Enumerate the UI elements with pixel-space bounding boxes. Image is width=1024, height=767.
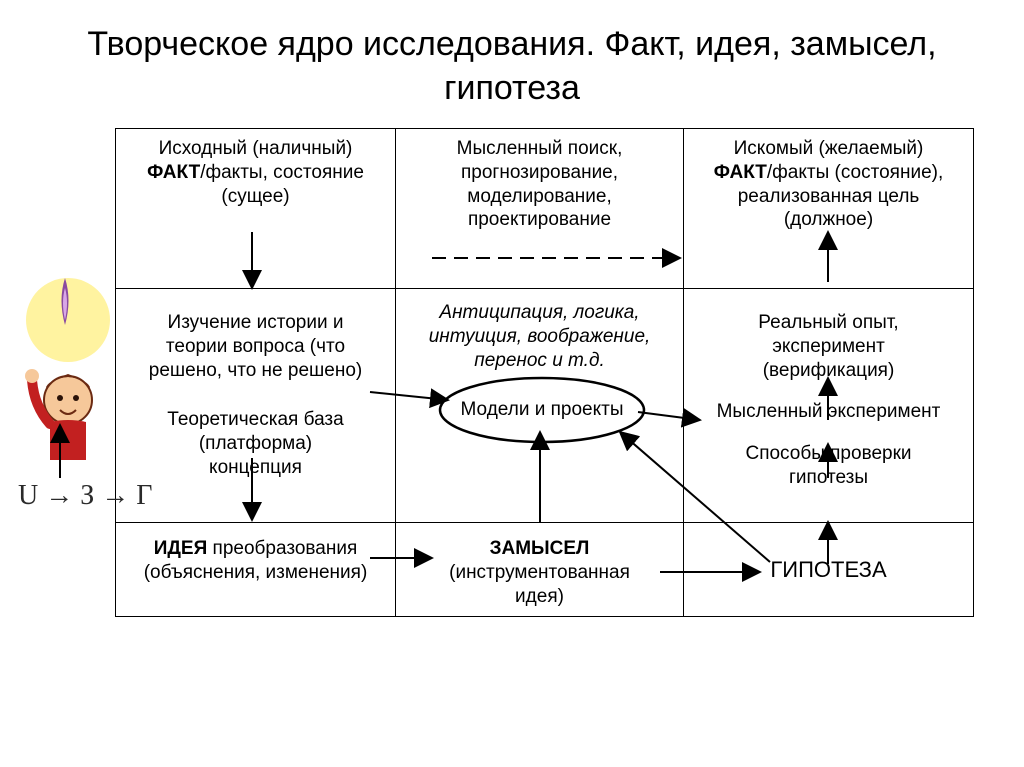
r2c1-b1a: Изучение истории и [168, 312, 344, 333]
diagram-grid: Исходный (наличный) ФАКТ/факты, состояни… [115, 128, 973, 616]
r2c3-b3b: гипотезы [789, 467, 868, 488]
cell-r3c3: ГИПОТЕЗА [684, 523, 974, 617]
cell-r1c1: Исходный (наличный) ФАКТ/факты, состояни… [116, 129, 396, 289]
r2c1-b2c: концепция [209, 457, 302, 478]
r2c1-b2a: Теоретическая база [167, 409, 343, 430]
r1c1-line1: Исходный (наличный) [159, 138, 353, 159]
r3c1-bold: ИДЕЯ [154, 538, 208, 559]
r1c1-line2b: /факты, состояние [200, 162, 364, 183]
r1c3-l3: реализованная цель [738, 186, 920, 207]
r1c2-l3: моделирование, [467, 186, 611, 207]
r2c3-b1c: (верификация) [763, 360, 895, 381]
character-icon [20, 270, 110, 470]
r1c3-l2b: /факты (состояние), [767, 162, 943, 183]
r2c2-i3: перенос и т.д. [474, 350, 604, 371]
r1c3-l4: (должное) [784, 209, 873, 230]
r2c1-b1c: решено, что не решено) [149, 360, 362, 381]
r3c2-l2: (инструментованная [449, 562, 630, 583]
r3c2-bold: ЗАМЫСЕЛ [490, 538, 590, 559]
r3c1-l2: (объяснения, изменения) [144, 562, 368, 583]
cell-r1c3: Искомый (желаемый) ФАКТ/факты (состояние… [684, 129, 974, 289]
diagram-title: Творческое ядро исследования. Факт, идея… [0, 0, 1024, 120]
r1c3-l1: Искомый (желаемый) [734, 138, 924, 159]
handwriting-formula: U → З → Г [18, 480, 152, 512]
r1c2-l4: проектирование [468, 209, 611, 230]
r3c3-text: ГИПОТЕЗА [770, 557, 886, 582]
cell-r3c1: ИДЕЯ преобразования (объяснения, изменен… [116, 523, 396, 617]
r3c1-rest: преобразования [207, 538, 357, 559]
r2c3-b1a: Реальный опыт, [758, 312, 898, 333]
cell-r2c3: Реальный опыт, эксперимент (верификация)… [684, 289, 974, 523]
r2c3-b1b: эксперимент [772, 336, 885, 357]
r3c2-l3: идея) [515, 586, 564, 607]
r2c3-b2: Мысленный эксперимент [717, 401, 941, 422]
r2c2-i2: интуиция, воображение, [429, 326, 651, 347]
cell-r2c2: Антиципация, логика, интуиция, воображен… [396, 289, 684, 523]
r2c1-b2b: (платформа) [199, 433, 312, 454]
cell-r2c1: Изучение истории и теории вопроса (что р… [116, 289, 396, 523]
cell-r1c2: Мысленный поиск, прогнозирование, модели… [396, 129, 684, 289]
r1c1-line3: (сущее) [221, 186, 289, 207]
r2c1-b1b: теории вопроса (что [166, 336, 345, 357]
r2c2-i1: Антиципация, логика, [439, 302, 639, 323]
r2c3-b3a: Способы проверки [745, 443, 911, 464]
r1c3-bold: ФАКТ [714, 162, 767, 183]
r1c2-l2: прогнозирование, [461, 162, 618, 183]
r1c2-l1: Мысленный поиск, [457, 138, 623, 159]
r1c1-bold: ФАКТ [147, 162, 200, 183]
cell-r3c2: ЗАМЫСЕЛ (инструментованная идея) [396, 523, 684, 617]
